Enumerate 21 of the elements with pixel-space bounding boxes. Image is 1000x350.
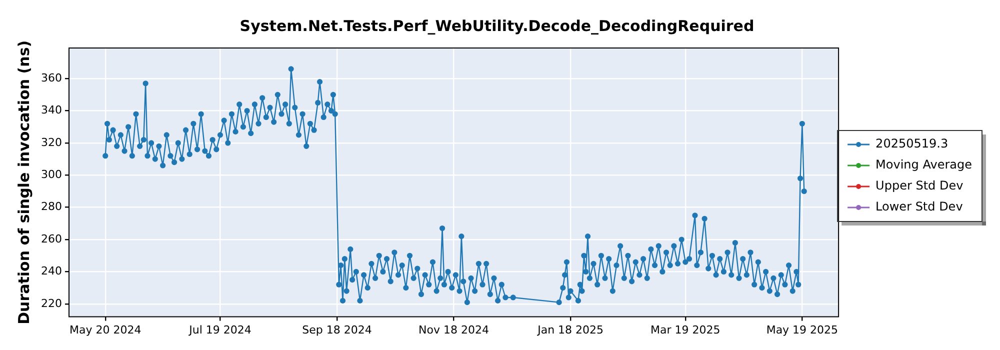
legend-label: Upper Std Dev (876, 178, 964, 193)
y-tick-label: 360 (40, 71, 62, 84)
x-tick-label: May 20 2024 (70, 323, 142, 336)
x-tick-label: Sep 18 2024 (302, 323, 372, 336)
chart-title: System.Net.Tests.Perf_WebUtility.Decode_DecodingRequired (240, 16, 754, 35)
y-tick-label: 340 (40, 104, 62, 117)
legend-label: 20250519.3 (876, 136, 948, 151)
x-tick-label: Mar 19 2025 (650, 323, 720, 336)
x-tick-label: May 19 2025 (766, 323, 838, 336)
y-tick-label: 220 (40, 296, 62, 310)
y-tick-label: 240 (40, 264, 62, 278)
y-tick-label: 260 (40, 232, 62, 246)
y-tick-label: 280 (40, 200, 62, 214)
x-tick-label: Jul 19 2024 (188, 323, 252, 336)
legend-label: Lower Std Dev (876, 200, 963, 214)
legend-label: Moving Average (876, 158, 972, 172)
y-tick-label: 320 (40, 136, 62, 149)
x-tick-label: Jan 18 2025 (536, 323, 604, 336)
y-axis-title: Duration of single invocation (ns) (14, 40, 33, 324)
y-tick-label: 300 (40, 168, 62, 182)
x-tick-label: Nov 18 2024 (418, 323, 490, 336)
